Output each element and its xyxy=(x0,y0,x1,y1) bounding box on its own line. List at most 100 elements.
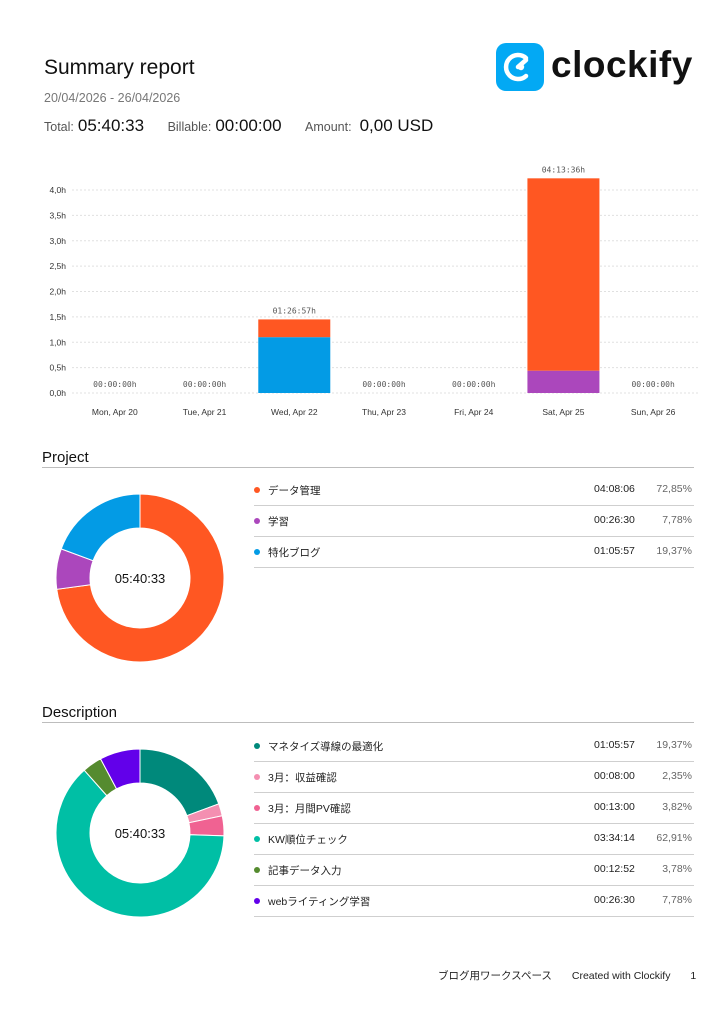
legend-percent: 3,82% xyxy=(662,801,692,813)
legend-duration: 00:13:00 xyxy=(594,801,635,813)
legend-duration: 03:34:14 xyxy=(594,832,635,844)
clockify-logo-icon xyxy=(496,43,544,91)
project-donut-chart: 05:40:33 xyxy=(55,493,225,663)
legend-duration: 00:26:30 xyxy=(594,514,635,526)
donut-center-label: 05:40:33 xyxy=(115,826,166,841)
legend-color-dot xyxy=(254,898,260,904)
project-section-title: Project xyxy=(42,449,89,466)
bar-segment xyxy=(258,319,331,338)
donut-center-label: 05:40:33 xyxy=(115,571,166,586)
legend-color-dot xyxy=(254,487,260,493)
legend-name: 学習 xyxy=(268,516,289,528)
x-tick-label: Mon, Apr 20 xyxy=(92,407,138,417)
legend-row: 記事データ入力 00:12:52 3,78% xyxy=(254,855,694,886)
legend-color-dot xyxy=(254,836,260,842)
donut-slice xyxy=(55,769,225,918)
legend-duration: 01:05:57 xyxy=(594,739,635,751)
legend-name: マネタイズ導線の最適化 xyxy=(268,741,384,753)
legend-name: KW順位チェック xyxy=(268,834,348,846)
amount-value: 0,00 USD xyxy=(359,116,434,135)
legend-percent: 72,85% xyxy=(656,483,692,495)
legend-row: データ管理 04:08:06 72,85% xyxy=(254,475,694,506)
legend-row: マネタイズ導線の最適化 01:05:57 19,37% xyxy=(254,731,694,762)
legend-color-dot xyxy=(254,743,260,749)
legend-name: 特化ブログ xyxy=(268,547,321,559)
y-tick-label: 0,0h xyxy=(49,388,66,398)
bar-segment xyxy=(527,178,600,371)
daily-bar-chart: 0,0h 0,5h 1,0h 1,5h 2,0h 2,5h 3,0h 3,5h 4,0h 00:0… xyxy=(49,165,700,417)
legend-percent: 7,78% xyxy=(662,894,692,906)
legend-percent: 7,78% xyxy=(662,514,692,526)
description-section-divider xyxy=(42,722,694,723)
legend-color-dot xyxy=(254,518,260,524)
y-tick-label: 1,5h xyxy=(49,312,66,322)
legend-color-dot xyxy=(254,805,260,811)
description-donut-chart: 05:40:33 xyxy=(55,748,225,918)
bar-total-label: 00:00:00h xyxy=(362,380,406,389)
y-tick-label: 3,0h xyxy=(49,236,66,246)
legend-color-dot xyxy=(254,774,260,780)
legend-percent: 3,78% xyxy=(662,863,692,875)
legend-duration: 01:05:57 xyxy=(594,545,635,557)
totals-summary: Total: 05:40:33 Billable: 00:00:00 Amount:… xyxy=(44,116,453,136)
bar-total-label: 00:00:00h xyxy=(452,380,496,389)
y-tick-label: 0,5h xyxy=(49,363,66,373)
donut-slice xyxy=(60,493,141,562)
legend-row: webライティング学習 00:26:30 7,78% xyxy=(254,886,694,917)
legend-percent: 62,91% xyxy=(656,832,692,844)
x-tick-label: Sun, Apr 26 xyxy=(631,407,676,417)
amount-label: Amount: xyxy=(305,120,352,134)
billable-value: 00:00:00 xyxy=(215,116,282,135)
page-footer: ブログ用ワークスペース Created with Clockify 1 xyxy=(438,968,713,983)
legend-row: 学習 00:26:30 7,78% xyxy=(254,506,694,537)
total-label: Total: xyxy=(44,120,74,134)
legend-percent: 19,37% xyxy=(656,545,692,557)
y-tick-label: 3,5h xyxy=(49,210,66,220)
legend-row: 特化ブログ 01:05:57 19,37% xyxy=(254,537,694,568)
legend-name: 記事データ入力 xyxy=(268,865,342,877)
x-tick-label: Wed, Apr 22 xyxy=(271,407,318,417)
legend-duration: 00:26:30 xyxy=(594,894,635,906)
donut-slice xyxy=(139,748,220,817)
x-tick-label: Thu, Apr 23 xyxy=(362,407,406,417)
description-section-title: Description xyxy=(42,704,118,721)
legend-row: 3月：月間PV確認 00:13:00 3,82% xyxy=(254,793,694,824)
bar-total-label: 00:00:00h xyxy=(93,380,137,389)
legend-row: KW順位チェック 03:34:14 62,91% xyxy=(254,824,694,855)
project-legend: データ管理 04:08:06 72,85% 学習 00:26:30 7,78% 特化ブログ 0… xyxy=(254,475,694,568)
page-title: Summary report xyxy=(44,56,195,79)
description-legend: マネタイズ導線の最適化 01:05:57 19,37% 3月：収益確認 00:08:00… xyxy=(254,731,694,917)
donut-slice xyxy=(56,493,225,663)
y-tick-label: 1,0h xyxy=(49,337,66,347)
legend-name: webライティング学習 xyxy=(268,896,371,908)
donut-slice xyxy=(99,748,141,790)
bar-segment xyxy=(527,370,600,393)
legend-percent: 2,35% xyxy=(662,770,692,782)
bar-total-label: 01:26:57h xyxy=(273,306,317,315)
clockify-logo: clockify xyxy=(496,42,692,92)
legend-duration: 04:08:06 xyxy=(594,483,635,495)
bar-total-label: 04:13:36h xyxy=(542,165,586,174)
bar-total-label: 00:00:00h xyxy=(183,380,227,389)
legend-color-dot xyxy=(254,549,260,555)
clockify-logo-text: clockify xyxy=(551,44,693,85)
legend-percent: 19,37% xyxy=(656,739,692,751)
bar-total-label: 00:00:00h xyxy=(631,380,675,389)
footer-page-number: 1 xyxy=(690,970,697,982)
legend-name: 3月：収益確認 xyxy=(268,772,337,784)
footer-workspace: ブログ用ワークスペース xyxy=(438,970,552,982)
x-tick-label: Fri, Apr 24 xyxy=(454,407,493,417)
x-tick-label: Tue, Apr 21 xyxy=(183,407,227,417)
total-value: 05:40:33 xyxy=(77,116,145,135)
legend-color-dot xyxy=(254,867,260,873)
legend-name: 3月：月間PV確認 xyxy=(268,803,351,815)
date-range: 20/04/2026 - 26/04/2026 xyxy=(44,91,181,105)
x-tick-label: Sat, Apr 25 xyxy=(542,407,584,417)
y-tick-label: 4,0h xyxy=(49,185,66,195)
legend-duration: 00:12:52 xyxy=(594,863,635,875)
legend-name: データ管理 xyxy=(268,485,321,497)
billable-label: Billable: xyxy=(167,120,212,134)
y-tick-label: 2,5h xyxy=(49,261,66,271)
bar-segment xyxy=(258,337,331,393)
y-tick-label: 2,0h xyxy=(49,287,66,297)
